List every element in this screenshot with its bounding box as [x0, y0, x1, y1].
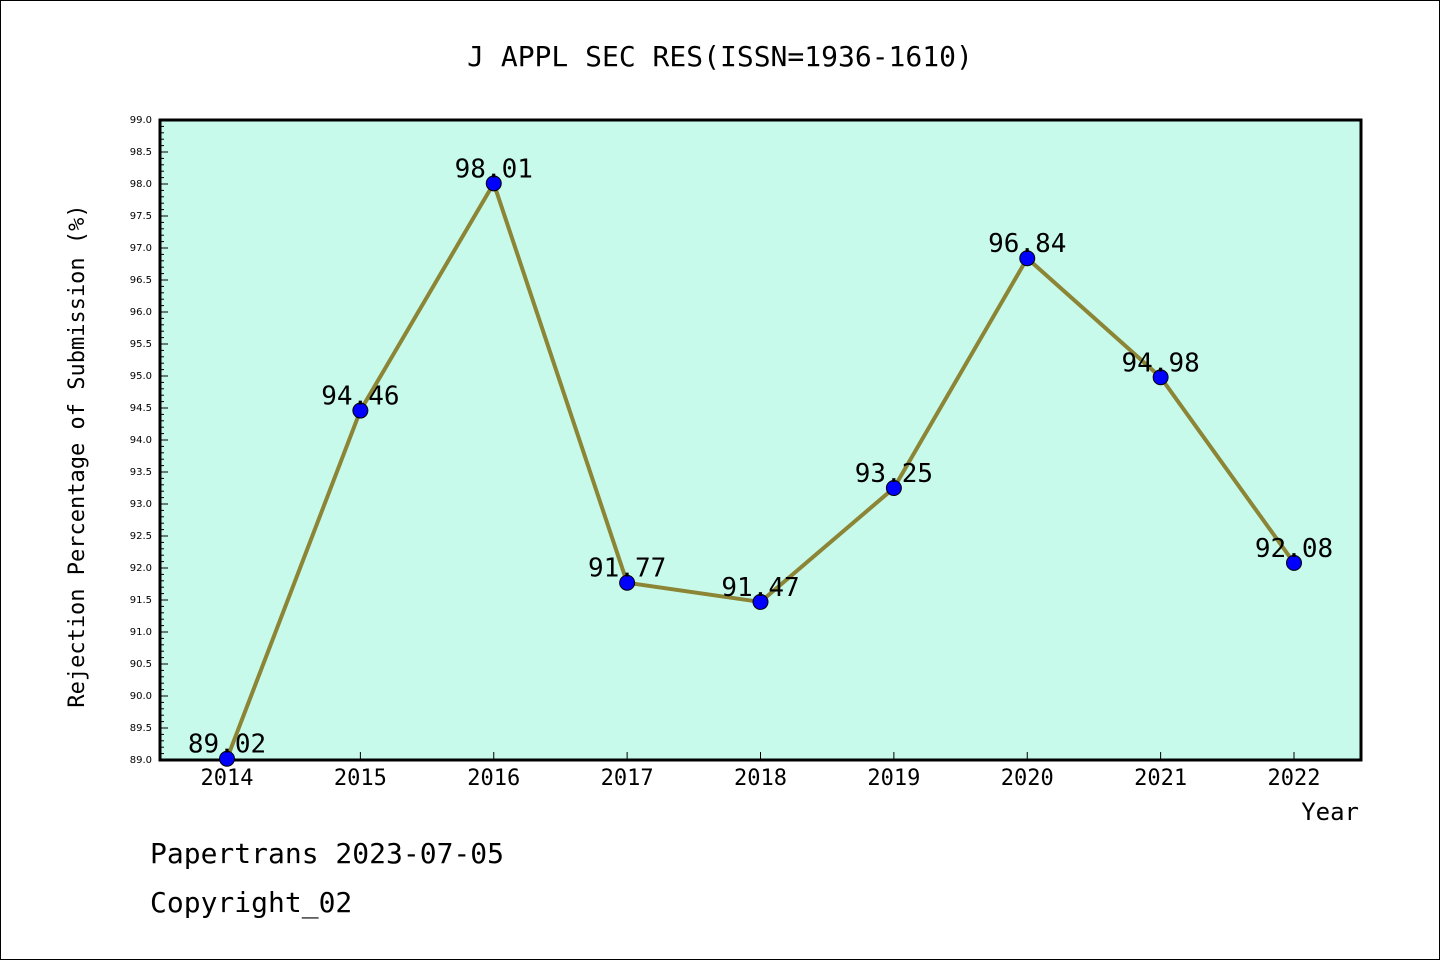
plot-area	[158, 118, 1363, 762]
x-tick-label: 2017	[601, 766, 654, 791]
y-tick-label: 95.5	[130, 339, 152, 350]
y-tick-label: 91.0	[130, 627, 152, 638]
footer-copyright-text: Copyright_02	[150, 886, 353, 919]
x-tick-label: 2015	[334, 766, 387, 791]
data-point-marker	[1019, 250, 1036, 267]
x-axis-ticks: 2014 2015 2016 2017 2018 2019 2020 2021 2022	[201, 752, 1321, 791]
y-tick-label: 93.0	[130, 499, 152, 510]
x-tick-label: 2014	[201, 766, 254, 791]
data-point-marker	[485, 175, 502, 192]
data-point-label: 89.02	[188, 730, 266, 760]
y-tick-label: 96.0	[130, 307, 152, 318]
y-tick-label: 93.5	[130, 467, 152, 478]
data-point-label: 92.08	[1255, 534, 1333, 564]
y-tick-label: 91.5	[130, 595, 152, 606]
x-tick-label: 2022	[1268, 766, 1321, 791]
data-point-label: 94.46	[321, 382, 399, 412]
y-tick-label: 98.0	[130, 179, 152, 190]
data-point-label: 94.98	[1121, 348, 1199, 378]
data-point-label: 91.77	[588, 554, 666, 584]
data-point-marker	[752, 593, 769, 610]
y-tick-label: 89.5	[130, 723, 152, 734]
y-tick-label: 90.0	[130, 691, 152, 702]
x-tick-label: 2019	[867, 766, 920, 791]
data-point-label: 98.01	[455, 154, 533, 184]
y-tick-label: 98.5	[130, 147, 152, 158]
data-point-marker	[885, 480, 902, 496]
y-tick-label: 94.5	[130, 403, 152, 414]
data-point-label: 96.84	[988, 229, 1066, 259]
y-tick-label: 97.0	[130, 243, 152, 254]
y-axis-ticks: 89.0 89.5 90.0 90.5 91.0 91.5 92.0 92.5 93.0 93.5…	[130, 115, 168, 766]
chart-title: J APPL SEC RES(ISSN=1936-1610)	[467, 40, 973, 73]
y-tick-label: 94.0	[130, 435, 152, 446]
data-point-label: 91.47	[721, 573, 799, 603]
y-tick-label: 96.5	[130, 275, 152, 286]
data-point-marker	[352, 402, 369, 419]
y-tick-label: 92.0	[130, 563, 152, 574]
footer-date-text: Papertrans 2023-07-05	[150, 837, 505, 870]
y-tick-label: 89.0	[130, 755, 152, 766]
x-tick-label: 2021	[1134, 766, 1187, 791]
y-axis-label: Rejection Percentage of Submission (%)	[65, 204, 90, 707]
data-point-marker	[619, 574, 636, 591]
y-tick-label: 99.0	[130, 115, 152, 126]
data-labels: 89.02 94.46 98.01 91.77 91.47 93.25 96.84 94.98…	[188, 154, 1333, 759]
y-tick-label: 92.5	[130, 531, 152, 542]
x-tick-label: 2016	[467, 766, 520, 791]
data-point-marker	[219, 750, 235, 767]
data-point-marker	[1152, 369, 1169, 386]
x-tick-label: 2018	[734, 766, 787, 791]
y-tick-label: 90.5	[130, 659, 152, 670]
data-markers	[219, 175, 1302, 767]
data-point-label: 93.25	[855, 459, 933, 489]
x-axis-label: Year	[1301, 798, 1359, 826]
y-tick-label: 97.5	[130, 211, 152, 222]
x-tick-label: 2020	[1001, 766, 1054, 791]
data-point-marker	[1286, 554, 1302, 571]
y-tick-label: 95.0	[130, 371, 152, 382]
